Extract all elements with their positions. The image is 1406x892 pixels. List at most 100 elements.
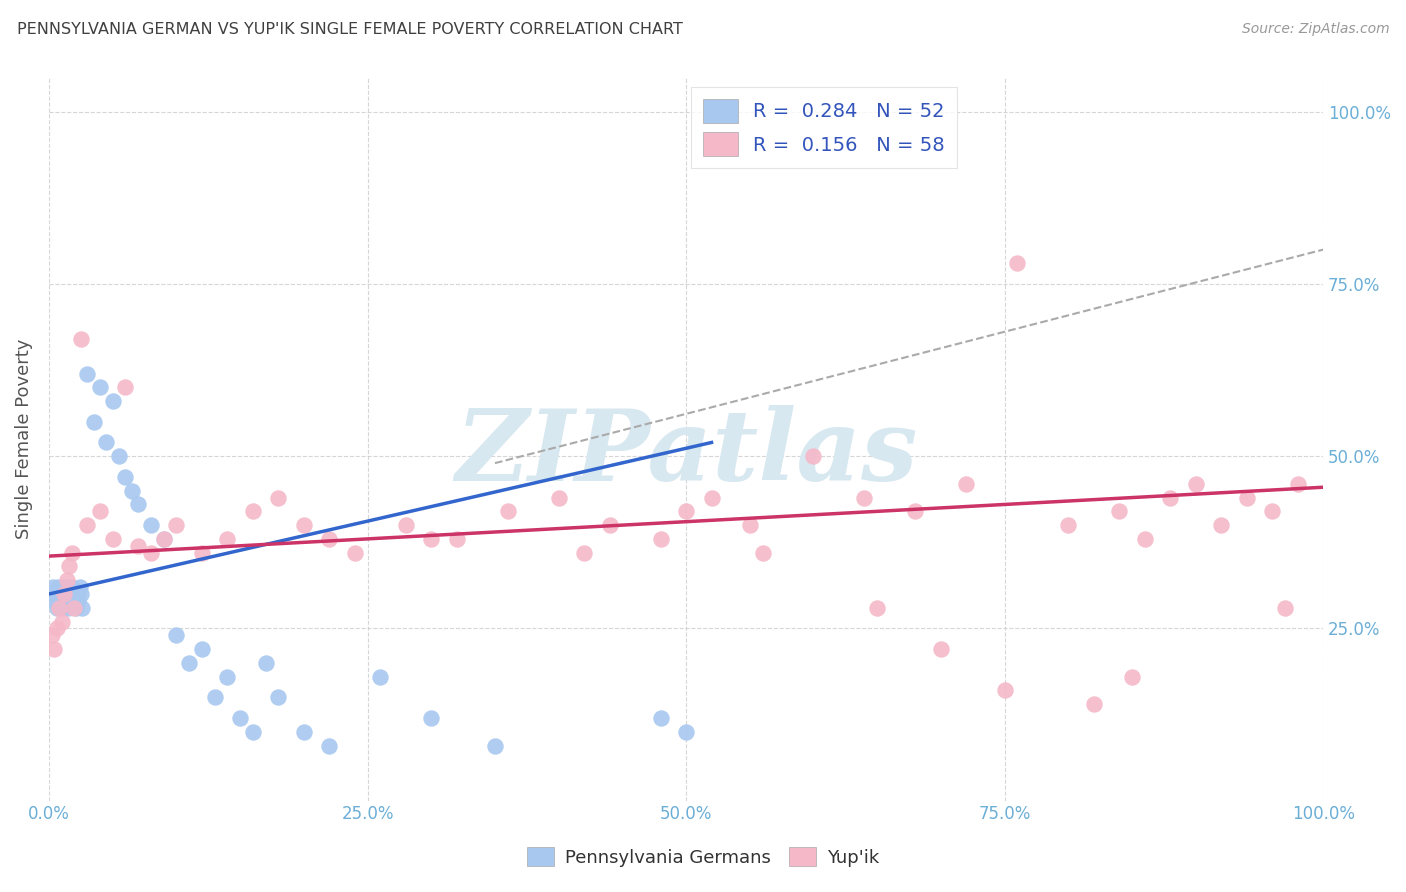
Point <box>96 435 118 450</box>
Point <box>547 491 569 505</box>
Point <box>114 380 136 394</box>
Point <box>55 594 77 608</box>
Legend: R =  0.284   N = 52, R =  0.156   N = 58: R = 0.284 N = 52, R = 0.156 N = 58 <box>692 87 956 168</box>
Point <box>41 587 63 601</box>
Point <box>191 546 214 560</box>
Point <box>56 600 79 615</box>
Point <box>650 532 672 546</box>
Point <box>1121 670 1143 684</box>
Point <box>1007 256 1029 270</box>
Point <box>49 587 72 601</box>
Point <box>101 532 124 546</box>
Text: Source: ZipAtlas.com: Source: ZipAtlas.com <box>1241 22 1389 37</box>
Point <box>53 587 76 601</box>
Point <box>42 642 65 657</box>
Point <box>58 587 80 601</box>
Point <box>446 532 468 546</box>
Point <box>420 532 443 546</box>
Point <box>63 594 86 608</box>
Point <box>484 739 506 753</box>
Point <box>65 600 87 615</box>
Point <box>89 504 111 518</box>
Point <box>675 504 697 518</box>
Point <box>738 518 761 533</box>
Point <box>599 518 621 533</box>
Point <box>242 504 264 518</box>
Point <box>572 546 595 560</box>
Legend: Pennsylvania Germans, Yup'ik: Pennsylvania Germans, Yup'ik <box>520 840 886 874</box>
Point <box>1057 518 1080 533</box>
Point <box>56 573 79 587</box>
Point <box>152 532 174 546</box>
Point <box>1274 600 1296 615</box>
Point <box>318 532 340 546</box>
Point <box>292 724 315 739</box>
Point <box>1211 518 1233 533</box>
Point <box>1108 504 1130 518</box>
Point <box>121 483 143 498</box>
Point <box>83 415 105 429</box>
Point <box>496 504 519 518</box>
Point <box>52 580 75 594</box>
Point <box>803 449 825 463</box>
Point <box>46 580 69 594</box>
Point <box>994 683 1017 698</box>
Point <box>127 539 149 553</box>
Point <box>69 332 91 346</box>
Point <box>204 690 226 705</box>
Point <box>751 546 773 560</box>
Point <box>343 546 366 560</box>
Point <box>292 518 315 533</box>
Point <box>67 594 90 608</box>
Point <box>700 491 723 505</box>
Point <box>70 600 93 615</box>
Point <box>45 600 67 615</box>
Point <box>267 690 290 705</box>
Point <box>42 594 65 608</box>
Point <box>152 532 174 546</box>
Point <box>1236 491 1258 505</box>
Point <box>318 739 340 753</box>
Point <box>267 491 290 505</box>
Point <box>76 518 98 533</box>
Point <box>229 711 252 725</box>
Point <box>217 532 239 546</box>
Point <box>904 504 927 518</box>
Point <box>217 670 239 684</box>
Point <box>56 580 79 594</box>
Point <box>368 670 391 684</box>
Point <box>69 587 91 601</box>
Point <box>48 594 70 608</box>
Point <box>44 587 66 601</box>
Point <box>1159 491 1181 505</box>
Point <box>650 711 672 725</box>
Point <box>63 600 86 615</box>
Point <box>675 724 697 739</box>
Point <box>60 546 83 560</box>
Point <box>127 498 149 512</box>
Point <box>139 546 162 560</box>
Point <box>59 594 82 608</box>
Point <box>108 449 131 463</box>
Point <box>254 656 277 670</box>
Point <box>89 380 111 394</box>
Point <box>101 394 124 409</box>
Point <box>1133 532 1156 546</box>
Point <box>48 600 70 615</box>
Point <box>191 642 214 657</box>
Point <box>53 587 76 601</box>
Point <box>866 600 889 615</box>
Point <box>51 600 73 615</box>
Point <box>420 711 443 725</box>
Point <box>165 518 187 533</box>
Point <box>395 518 418 533</box>
Point <box>955 476 977 491</box>
Point <box>76 367 98 381</box>
Point <box>242 724 264 739</box>
Point <box>66 587 89 601</box>
Point <box>58 559 80 574</box>
Point <box>42 580 65 594</box>
Text: PENNSYLVANIA GERMAN VS YUP'IK SINGLE FEMALE POVERTY CORRELATION CHART: PENNSYLVANIA GERMAN VS YUP'IK SINGLE FEM… <box>17 22 683 37</box>
Point <box>41 628 63 642</box>
Point <box>1184 476 1206 491</box>
